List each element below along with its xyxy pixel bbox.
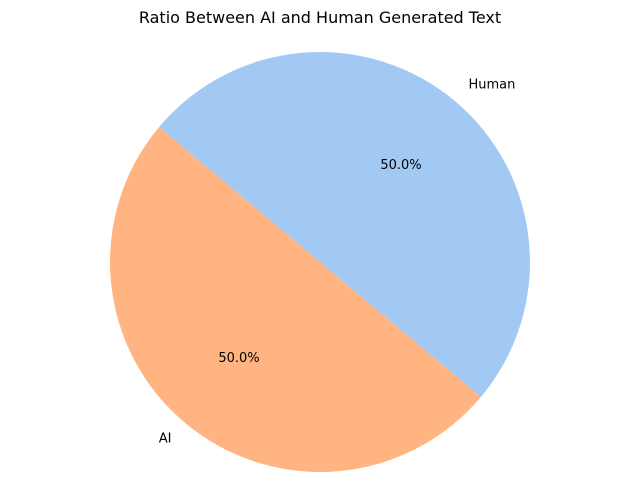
slice-percent-human: 50.0% bbox=[380, 158, 421, 173]
pie-slices bbox=[110, 52, 530, 473]
chart-title: Ratio Between AI and Human Generated Tex… bbox=[139, 8, 501, 27]
pie-slice-human bbox=[159, 52, 530, 397]
slice-percent-ai: 50.0% bbox=[218, 351, 259, 366]
slice-label-human: Human bbox=[468, 78, 515, 93]
slice-label-ai: AI bbox=[159, 431, 172, 446]
pie-labels: AI 50.0% Human 50.0% bbox=[159, 78, 516, 447]
pie-slice-ai bbox=[110, 127, 481, 473]
